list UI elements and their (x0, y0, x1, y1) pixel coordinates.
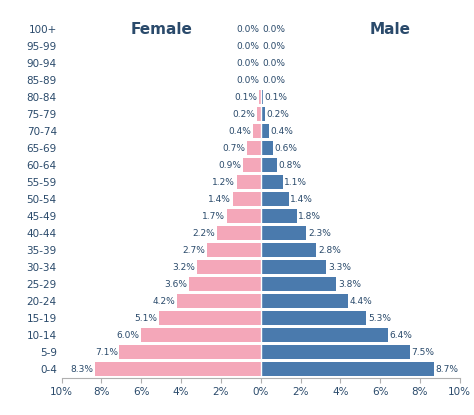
Text: 0.0%: 0.0% (236, 25, 259, 34)
Text: 0.0%: 0.0% (262, 76, 285, 85)
Text: 0.1%: 0.1% (234, 93, 257, 102)
Text: 0.0%: 0.0% (262, 42, 285, 51)
Text: Female: Female (130, 22, 192, 37)
Text: 1.7%: 1.7% (202, 212, 225, 221)
Bar (261, 260, 327, 274)
Bar (159, 311, 261, 325)
Text: 1.2%: 1.2% (212, 178, 235, 187)
Text: 0.6%: 0.6% (274, 144, 297, 153)
Bar (261, 107, 264, 121)
Bar (247, 141, 261, 155)
Text: 0.4%: 0.4% (270, 127, 293, 136)
Bar (217, 226, 261, 240)
Bar (261, 294, 348, 308)
Text: 1.1%: 1.1% (284, 178, 307, 187)
Bar (227, 209, 261, 223)
Text: 0.4%: 0.4% (228, 127, 251, 136)
Bar (261, 328, 388, 342)
Bar (243, 158, 261, 172)
Text: 6.0%: 6.0% (117, 331, 140, 339)
Text: 0.1%: 0.1% (264, 93, 287, 102)
Bar (261, 90, 263, 104)
Text: 4.4%: 4.4% (350, 297, 373, 306)
Bar (261, 175, 283, 189)
Text: Male: Male (370, 22, 410, 37)
Text: 0.7%: 0.7% (222, 144, 245, 153)
Text: 5.3%: 5.3% (368, 314, 391, 323)
Bar (261, 141, 273, 155)
Text: 2.7%: 2.7% (182, 246, 205, 255)
Bar (261, 345, 410, 359)
Text: 0.0%: 0.0% (262, 25, 285, 34)
Bar (233, 192, 261, 206)
Text: 7.1%: 7.1% (95, 348, 118, 356)
Text: 0.0%: 0.0% (236, 59, 259, 68)
Text: 0.0%: 0.0% (236, 42, 259, 51)
Text: 0.2%: 0.2% (266, 110, 289, 119)
Text: 5.1%: 5.1% (135, 314, 157, 323)
Text: 1.4%: 1.4% (290, 195, 313, 204)
Bar (141, 328, 261, 342)
Bar (261, 243, 317, 257)
Bar (261, 192, 289, 206)
Text: 8.3%: 8.3% (71, 365, 94, 374)
Text: 0.2%: 0.2% (232, 110, 255, 119)
Text: 0.0%: 0.0% (236, 76, 259, 85)
Text: 3.8%: 3.8% (338, 280, 361, 289)
Text: 0.9%: 0.9% (218, 161, 241, 170)
Text: 6.4%: 6.4% (390, 331, 412, 339)
Bar (261, 311, 366, 325)
Bar (259, 90, 261, 104)
Text: 8.7%: 8.7% (436, 365, 458, 374)
Bar (119, 345, 261, 359)
Bar (189, 277, 261, 291)
Bar (261, 226, 307, 240)
Bar (261, 158, 277, 172)
Text: 0.0%: 0.0% (262, 59, 285, 68)
Text: 0.8%: 0.8% (278, 161, 301, 170)
Text: 3.3%: 3.3% (328, 263, 351, 272)
Bar (257, 107, 261, 121)
Bar (261, 362, 434, 376)
Bar (261, 124, 269, 138)
Text: 2.8%: 2.8% (318, 246, 341, 255)
Text: 3.2%: 3.2% (173, 263, 195, 272)
Text: 1.8%: 1.8% (298, 212, 321, 221)
Bar (177, 294, 261, 308)
Bar (197, 260, 261, 274)
Bar (95, 362, 261, 376)
Bar (261, 277, 337, 291)
Text: 1.4%: 1.4% (209, 195, 231, 204)
Text: 3.6%: 3.6% (164, 280, 187, 289)
Bar (253, 124, 261, 138)
Bar (237, 175, 261, 189)
Text: 4.2%: 4.2% (153, 297, 175, 306)
Text: 7.5%: 7.5% (411, 348, 435, 356)
Text: 2.2%: 2.2% (192, 229, 215, 238)
Bar (207, 243, 261, 257)
Bar (261, 209, 297, 223)
Text: 2.3%: 2.3% (308, 229, 331, 238)
